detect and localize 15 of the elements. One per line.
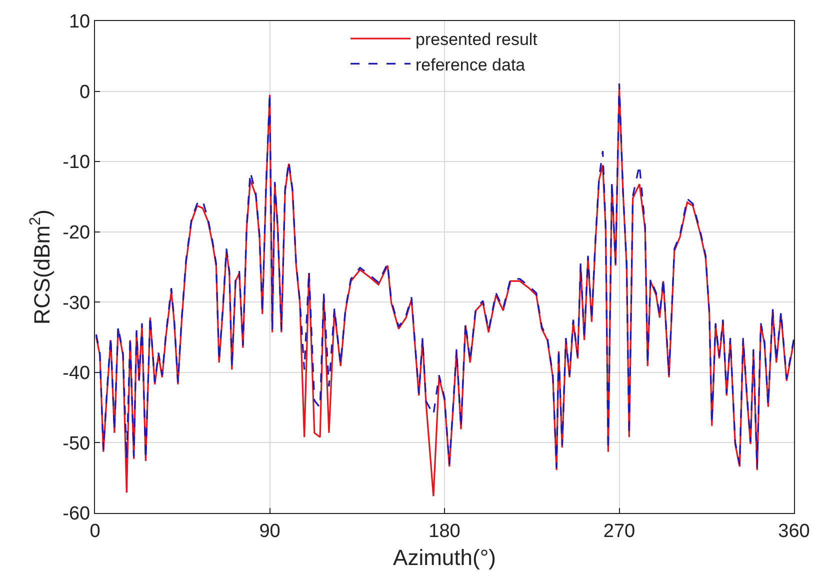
x-axis-title: Azimuth(°) <box>393 544 496 570</box>
y-tick-label: 10 <box>68 12 90 33</box>
legend-label: presented result <box>416 30 538 50</box>
y-tick-label: -40 <box>62 363 90 384</box>
x-tick-label: 360 <box>778 520 810 542</box>
y-tick-label: 0 <box>80 82 90 103</box>
y-tick-label: -50 <box>62 433 90 454</box>
x-tick-label: 270 <box>603 520 636 542</box>
y-tick-label: -10 <box>62 152 90 174</box>
x-tick-label: 180 <box>428 520 460 542</box>
y-tick-label: -30 <box>62 292 90 314</box>
x-tick-label: 90 <box>259 520 280 542</box>
y-tick-label: -60 <box>62 504 90 525</box>
legend-label: reference data <box>416 55 526 74</box>
y-tick-label: -20 <box>62 222 90 244</box>
